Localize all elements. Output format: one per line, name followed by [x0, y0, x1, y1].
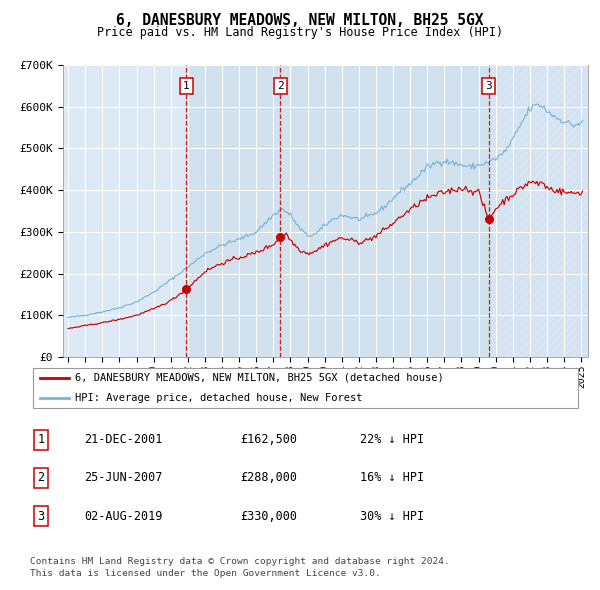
- Text: 1: 1: [183, 81, 190, 91]
- Text: £288,000: £288,000: [240, 471, 297, 484]
- Text: 02-AUG-2019: 02-AUG-2019: [84, 510, 163, 523]
- Text: £330,000: £330,000: [240, 510, 297, 523]
- Text: 1: 1: [37, 433, 44, 446]
- Text: 3: 3: [485, 81, 492, 91]
- Text: £162,500: £162,500: [240, 433, 297, 446]
- Text: Price paid vs. HM Land Registry's House Price Index (HPI): Price paid vs. HM Land Registry's House …: [97, 26, 503, 39]
- Text: 6, DANESBURY MEADOWS, NEW MILTON, BH25 5GX: 6, DANESBURY MEADOWS, NEW MILTON, BH25 5…: [116, 13, 484, 28]
- Text: 2: 2: [37, 471, 44, 484]
- Text: 3: 3: [37, 510, 44, 523]
- Text: 2: 2: [277, 81, 284, 91]
- Text: 25-JUN-2007: 25-JUN-2007: [84, 471, 163, 484]
- Text: 16% ↓ HPI: 16% ↓ HPI: [360, 471, 424, 484]
- Bar: [488, 65, 588, 357]
- Text: 22% ↓ HPI: 22% ↓ HPI: [360, 433, 424, 446]
- Text: 30% ↓ HPI: 30% ↓ HPI: [360, 510, 424, 523]
- Text: 6, DANESBURY MEADOWS, NEW MILTON, BH25 5GX (detached house): 6, DANESBURY MEADOWS, NEW MILTON, BH25 5…: [75, 373, 444, 383]
- Bar: [187, 65, 280, 357]
- Text: Contains HM Land Registry data © Crown copyright and database right 2024.: Contains HM Land Registry data © Crown c…: [30, 557, 450, 566]
- FancyBboxPatch shape: [33, 368, 578, 408]
- Bar: [280, 65, 488, 357]
- Text: This data is licensed under the Open Government Licence v3.0.: This data is licensed under the Open Gov…: [30, 569, 381, 578]
- Text: HPI: Average price, detached house, New Forest: HPI: Average price, detached house, New …: [75, 393, 363, 403]
- Text: 21-DEC-2001: 21-DEC-2001: [84, 433, 163, 446]
